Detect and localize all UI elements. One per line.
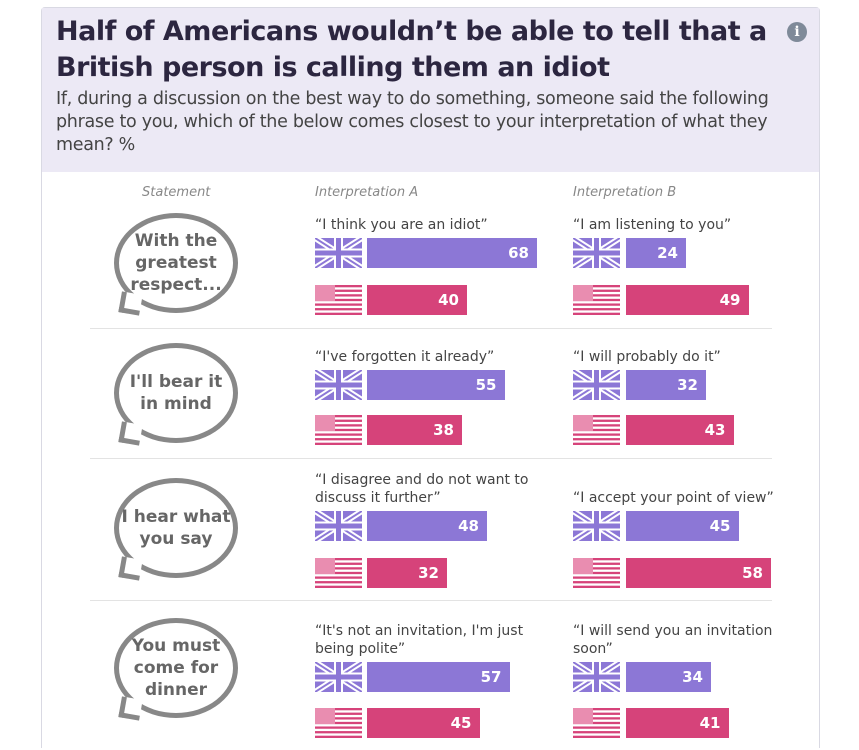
row-divider <box>90 458 772 459</box>
bar-uk-a: 48 <box>367 511 487 541</box>
interpretation-a-label: “It's not an invitation, I'm just being … <box>315 623 524 657</box>
bar-us-b: 41 <box>626 708 729 738</box>
bar-uk-b: 32 <box>626 370 706 400</box>
uk-flag-icon <box>313 659 364 695</box>
bar-uk-b: 45 <box>626 511 739 541</box>
us-flag-icon <box>315 415 362 445</box>
interpretation-b-label: “I will send you an invitation soon” <box>573 623 773 657</box>
speech-bubble: You must come for dinner <box>114 618 238 718</box>
bar-us-a: 32 <box>367 558 447 588</box>
speech-bubble-tail <box>118 291 143 316</box>
bar-us-a: 40 <box>367 285 467 315</box>
bar-uk-a: 55 <box>367 370 505 400</box>
bar-uk-a: 68 <box>367 238 537 268</box>
column-header-statement: Statement <box>142 185 211 200</box>
us-flag-icon <box>573 285 620 315</box>
interpretation-b-label: “I will probably do it” <box>573 349 721 365</box>
column-header-b: Interpretation B <box>573 185 677 200</box>
interpretation-a-label: “I've forgotten it already” <box>315 349 495 365</box>
bar-uk-b: 34 <box>626 662 711 692</box>
statement-text: You must come for dinner <box>131 636 221 700</box>
statement-text: I hear what you say <box>121 507 231 549</box>
us-flag-icon <box>315 285 362 315</box>
uk-flag-icon <box>571 508 622 544</box>
row-divider <box>90 600 772 601</box>
uk-flag-icon <box>571 235 622 271</box>
uk-flag-icon <box>313 367 364 403</box>
interpretation-a-label: “I think you are an idiot” <box>315 217 488 233</box>
us-flag-icon <box>573 558 620 588</box>
interpretation-b-label: “I accept your point of view” <box>573 490 774 506</box>
column-header-a: Interpretation A <box>315 185 419 200</box>
speech-bubble: I'll bear it in mind <box>114 343 238 443</box>
chart-card: Half of Americans wouldn’t be able to te… <box>41 7 820 748</box>
us-flag-icon <box>315 708 362 738</box>
us-flag-icon <box>573 415 620 445</box>
us-flag-icon <box>315 558 362 588</box>
speech-bubble: With the greatest respect... <box>114 213 238 313</box>
bar-us-b: 58 <box>626 558 771 588</box>
us-flag-icon <box>573 708 620 738</box>
speech-bubble-tail <box>118 421 143 446</box>
uk-flag-icon <box>313 508 364 544</box>
speech-bubble-tail <box>118 696 143 721</box>
bar-us-b: 49 <box>626 285 749 315</box>
statement-text: With the greatest respect... <box>130 231 222 295</box>
bar-us-a: 45 <box>367 708 480 738</box>
chart-title: Half of Americans wouldn’t be able to te… <box>56 16 767 83</box>
interpretation-a-label: “I disagree and do not want to discuss i… <box>315 472 529 506</box>
bar-uk-b: 24 <box>626 238 686 268</box>
interpretation-b-label: “I am listening to you” <box>573 217 732 233</box>
header: Half of Americans wouldn’t be able to te… <box>42 8 819 172</box>
speech-bubble: I hear what you say <box>114 478 238 578</box>
bar-us-a: 38 <box>367 415 462 445</box>
statement-text: I'll bear it in mind <box>129 372 223 414</box>
speech-bubble-tail <box>118 556 143 581</box>
uk-flag-icon <box>313 235 364 271</box>
bar-uk-a: 57 <box>367 662 510 692</box>
bar-us-b: 43 <box>626 415 734 445</box>
uk-flag-icon <box>571 659 622 695</box>
row-divider <box>90 328 772 329</box>
uk-flag-icon <box>571 367 622 403</box>
chart-subtitle: If, during a discussion on the best way … <box>56 89 769 155</box>
info-icon[interactable]: i <box>787 22 807 42</box>
